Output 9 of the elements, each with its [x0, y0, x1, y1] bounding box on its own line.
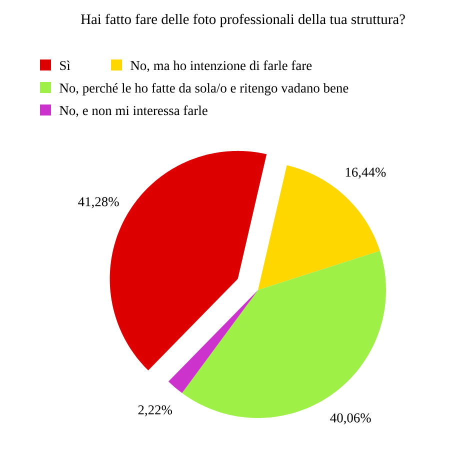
- legend-label: No, ma ho intenzione di farle fare: [130, 60, 312, 72]
- legend-label: No, perché le ho fatte da sola/o e ritengo vadano bene: [60, 83, 348, 96]
- chart-title: Hai fatto fare delle foto professionali della tua struttura?: [80, 14, 405, 28]
- data-label: 40,06%: [330, 413, 371, 424]
- data-label: 41,28%: [78, 197, 119, 208]
- legend-label: No, e non mi interessa farle: [60, 106, 208, 118]
- data-label: 2,22%: [138, 405, 172, 416]
- data-label: 16,44%: [346, 168, 386, 179]
- legend-label: Sì: [60, 60, 70, 70]
